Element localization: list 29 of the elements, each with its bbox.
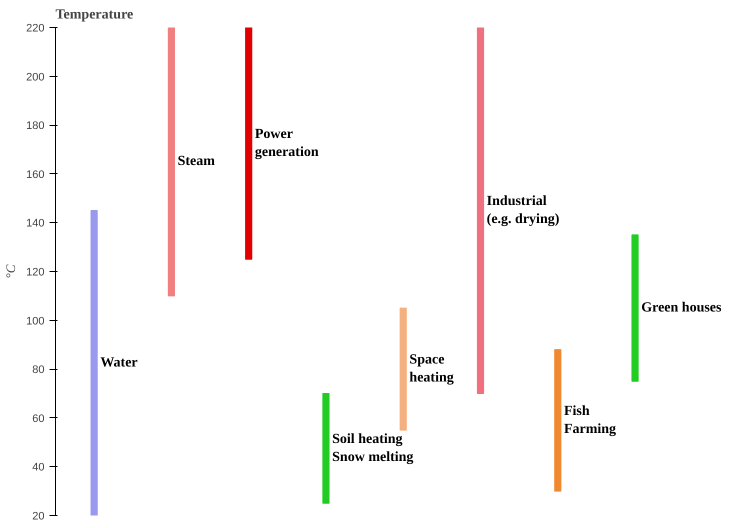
y-tick-label: 120 [26,266,45,278]
bar [476,28,484,394]
x-tick-label: Water [100,356,138,370]
x-tick-label: Industrial (e.g. drying) [486,194,560,227]
bar [400,308,407,431]
bar [90,210,98,516]
y-tick-label: 180 [26,120,45,132]
x-tick-label: Soil heating Snow melting [332,432,414,465]
x-tick-label: Fish Farming [564,404,616,437]
y-tick-label: 20 [32,510,45,522]
y-tick-label: 200 [26,71,45,84]
y-tick-label: 100 [26,315,45,328]
chart-title: Temperature [56,8,134,22]
y-tick-label: 160 [26,168,45,181]
x-tick-label: Power generation [254,126,319,160]
bar [554,349,562,492]
x-tick-label: Steam [178,154,216,170]
x-tick-label: Space heating [409,352,454,386]
y-tick-label: 40 [32,462,45,474]
bar [245,28,252,260]
bar [322,393,330,504]
y-tick-label: 60 [32,412,45,425]
bar [631,234,639,382]
y-tick-label: 140 [26,218,45,230]
y-axis-title: °C [3,264,18,278]
x-tick-label: Green houses [641,300,722,316]
bar [168,28,175,296]
y-tick-label: 220 [26,22,45,34]
y-tick-label: 80 [32,364,45,376]
